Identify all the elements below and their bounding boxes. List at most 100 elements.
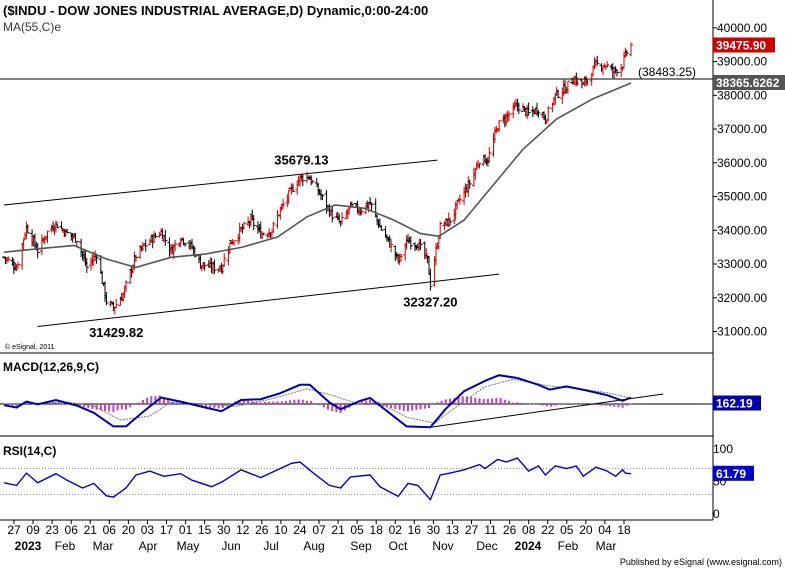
macd-trendline — [430, 393, 664, 428]
macd-histogram-bar — [120, 404, 123, 410]
macd-histogram-bar — [360, 401, 363, 404]
macd-histogram-bar — [179, 403, 182, 404]
ohlc-bar — [182, 243, 187, 247]
macd-value-badge-text: 162.19 — [716, 397, 753, 411]
macd-histogram-bar — [150, 396, 153, 404]
macd-signal-line — [3, 378, 632, 424]
macd-histogram-bar — [53, 402, 56, 404]
x-tick-label: 26 — [503, 523, 517, 537]
ohlc-bar — [55, 223, 60, 229]
x-month-label: Nov — [432, 539, 453, 553]
ohlc-bars — [2, 42, 633, 315]
macd-histogram-bar — [373, 402, 376, 404]
x-tick-label: 08 — [522, 523, 536, 537]
ohlc-bar — [340, 212, 344, 225]
macd-histogram-bar — [407, 404, 409, 412]
ohlc-bar — [14, 264, 19, 272]
x-tick-label: 23 — [45, 523, 59, 537]
ohlc-bar — [487, 146, 492, 163]
x-tick-label: 20 — [122, 523, 136, 537]
ohlc-bar — [624, 50, 629, 57]
x-tick-label: 17 — [160, 523, 174, 537]
macd-histogram-bar — [268, 401, 271, 404]
x-tick-label: 12 — [236, 523, 250, 537]
ohlc-bar — [25, 224, 30, 234]
ohlc-bar — [448, 219, 453, 227]
macd-histogram-bar — [520, 402, 523, 404]
x-tick-label: 22 — [541, 523, 555, 537]
x-tick-label: 03 — [141, 523, 155, 537]
ohlc-bar — [585, 78, 590, 86]
macd-histogram-bar — [78, 404, 81, 407]
macd-histogram-bar — [529, 403, 531, 405]
macd-histogram-bar — [314, 403, 317, 404]
ohlc-bar — [516, 102, 521, 114]
macd-histogram-bar — [83, 404, 85, 408]
macd-histogram-bar — [209, 404, 212, 408]
ohlc-bar — [605, 61, 610, 68]
ohlc-bar — [526, 102, 531, 116]
macd-histogram-bar — [297, 399, 300, 404]
macd-histogram-bar — [625, 404, 628, 406]
macd-histogram-bar — [440, 400, 443, 404]
x-month-label: May — [177, 539, 200, 553]
ohlc-bar — [261, 232, 266, 236]
ohlc-bar — [330, 207, 335, 223]
channel-trendline — [37, 273, 500, 327]
copyright-text: © eSignal, 2011 — [5, 343, 55, 351]
macd-histogram-bar — [230, 403, 233, 405]
macd-histogram-bar — [604, 404, 607, 406]
rsi-value-badge-text: 61.79 — [716, 467, 746, 481]
ohlc-bar — [467, 179, 472, 189]
macd-histogram-bar — [162, 397, 165, 404]
macd-histogram-bar — [449, 398, 452, 404]
macd-histogram-bar — [411, 404, 414, 411]
macd-histogram-bar — [600, 404, 603, 406]
ohlc-bar — [291, 183, 295, 193]
ohlc-bar — [212, 259, 217, 274]
ohlc-bar — [320, 194, 325, 201]
macd-histogram-bar — [499, 398, 502, 404]
x-tick-label: 18 — [617, 523, 631, 537]
price-panel: 40000.00 39000.00 38000.00 37000.00 36000.00… — [0, 21, 785, 340]
macd-histogram-bar — [242, 400, 245, 404]
ma55-line — [3, 82, 632, 269]
x-tick-label: 15 — [198, 523, 212, 537]
rsi-value-badge: 61.79 — [713, 465, 754, 481]
macd-histogram-bar — [423, 404, 426, 409]
ohlc-bar — [232, 240, 236, 246]
macd-histogram-bar — [381, 404, 384, 407]
macd-histogram-bar — [226, 404, 228, 406]
macd-histogram-bar — [566, 403, 569, 404]
price-y-tick-label: 37000.00 — [717, 122, 767, 136]
macd-histogram-bar — [579, 404, 582, 405]
macd-histogram-bar — [146, 397, 149, 404]
macd-histogram-bar — [503, 399, 506, 404]
macd-histogram-bar — [99, 404, 102, 411]
x-tick-label: 30 — [217, 523, 231, 537]
ohlc-bar — [84, 258, 89, 273]
macd-histogram-bar — [112, 404, 115, 413]
x-tick-label: 18 — [370, 523, 384, 537]
ma-value-badge-text: 38365.6262 — [716, 76, 780, 90]
x-tick-label: 20 — [579, 523, 593, 537]
macd-histogram-bar — [356, 402, 359, 404]
macd-histogram — [3, 395, 632, 413]
macd-histogram-bar — [402, 404, 405, 411]
ma-value-badge: 38365.6262 — [713, 75, 785, 90]
price-annotation: 31429.82 — [89, 325, 143, 340]
x-tick-label: 21 — [331, 523, 345, 537]
ohlc-bar — [267, 228, 272, 238]
ohlc-bar — [589, 73, 594, 86]
macd-histogram-bar — [289, 400, 292, 404]
macd-histogram-bar — [301, 399, 304, 404]
x-month-label: Feb — [55, 539, 76, 553]
rsi-panel-title: RSI(14,C) — [3, 444, 56, 458]
macd-histogram-bar — [596, 404, 599, 406]
macd-value-badge: 162.19 — [713, 395, 761, 411]
macd-histogram-bar — [575, 403, 578, 405]
macd-histogram-bar — [247, 400, 250, 404]
macd-histogram-bar — [15, 404, 18, 408]
macd-histogram-bar — [213, 404, 216, 408]
